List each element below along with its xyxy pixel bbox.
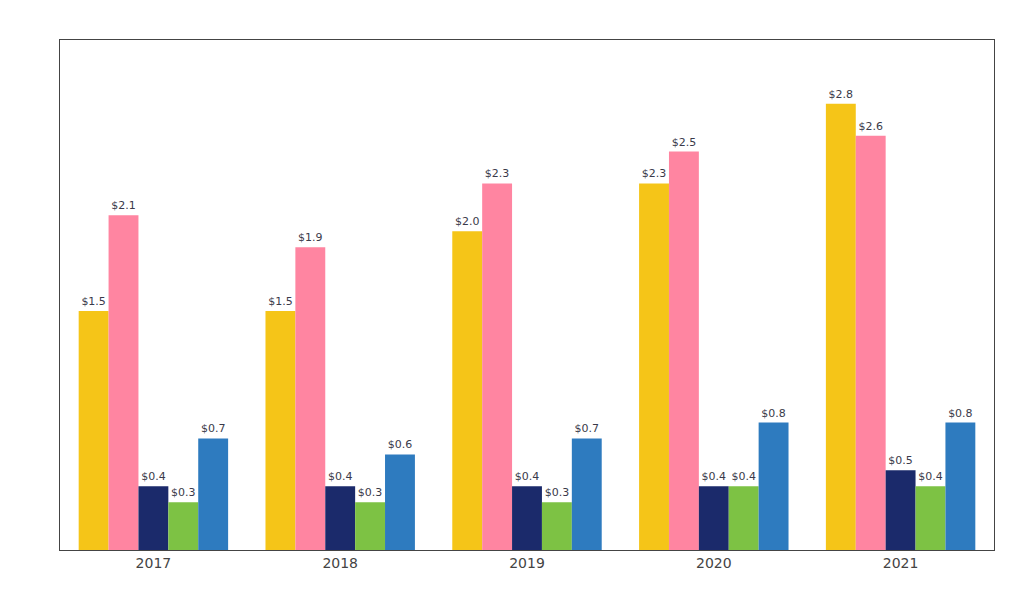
- svg-text:$0.5: $0.5: [888, 454, 913, 467]
- svg-text:$0.7: $0.7: [201, 422, 226, 435]
- svg-text:$0.3: $0.3: [545, 486, 570, 499]
- svg-text:$0.3: $0.3: [358, 486, 383, 499]
- svg-text:$2.5: $2.5: [672, 136, 697, 149]
- svg-text:2018: 2018: [322, 555, 358, 571]
- svg-text:$0.4: $0.4: [918, 470, 943, 483]
- svg-text:$2.1: $2.1: [111, 199, 136, 212]
- svg-text:$0.6: $0.6: [388, 438, 413, 451]
- svg-text:$2.0: $2.0: [455, 215, 480, 228]
- svg-text:$2.3: $2.3: [642, 167, 667, 180]
- svg-text:2019: 2019: [509, 555, 545, 571]
- svg-text:$2.8: $2.8: [829, 88, 854, 101]
- svg-text:2021: 2021: [883, 555, 919, 571]
- svg-text:$1.5: $1.5: [81, 295, 106, 308]
- svg-text:$0.4: $0.4: [328, 470, 353, 483]
- svg-text:$0.4: $0.4: [141, 470, 166, 483]
- svg-text:$0.8: $0.8: [761, 407, 786, 420]
- svg-text:2017: 2017: [136, 555, 172, 571]
- svg-text:$0.7: $0.7: [575, 422, 600, 435]
- svg-text:$1.5: $1.5: [268, 295, 293, 308]
- svg-text:$0.8: $0.8: [948, 407, 973, 420]
- svg-text:$0.4: $0.4: [515, 470, 540, 483]
- svg-text:$2.3: $2.3: [485, 167, 510, 180]
- svg-text:$0.4: $0.4: [731, 470, 756, 483]
- svg-text:$0.3: $0.3: [171, 486, 196, 499]
- svg-text:2020: 2020: [696, 555, 732, 571]
- svg-text:$2.6: $2.6: [858, 120, 883, 133]
- svg-text:$1.9: $1.9: [298, 231, 323, 244]
- svg-text:$0.4: $0.4: [702, 470, 727, 483]
